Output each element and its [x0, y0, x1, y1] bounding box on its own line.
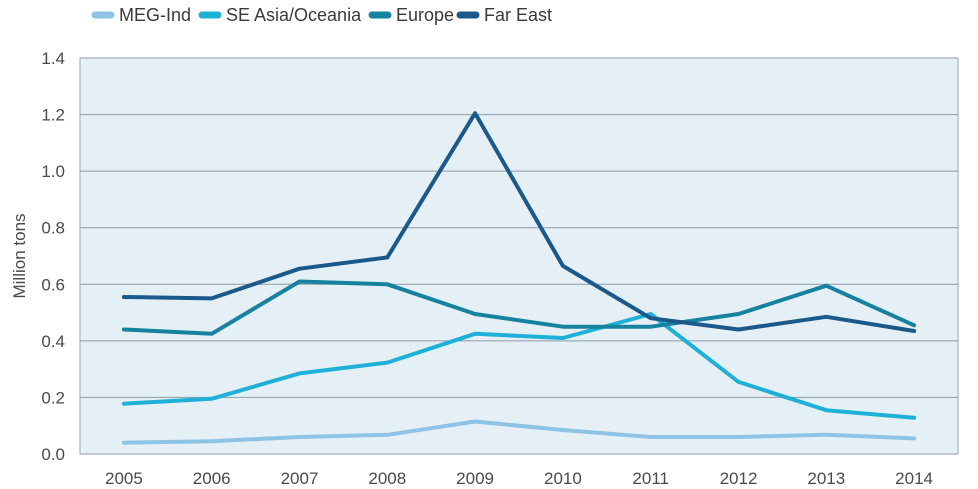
y-tick-label: 0.4: [41, 332, 65, 351]
series-lines: [121, 111, 917, 445]
x-tick-label: 2007: [281, 469, 319, 488]
y-tick-label: 0.8: [41, 219, 65, 238]
y-tick-label: 1.0: [41, 162, 65, 181]
series-line-far-east: [121, 111, 917, 333]
legend-label: Europe: [396, 5, 454, 25]
legend-label: Far East: [484, 5, 552, 25]
legend: MEG-Ind SE Asia/Oceania Europe Far East: [91, 5, 552, 25]
y-tick-label: 0.0: [41, 445, 65, 464]
y-axis-label: Million tons: [10, 213, 29, 298]
x-tick-label: 2009: [456, 469, 494, 488]
plot-area: [79, 57, 959, 455]
x-tick-label: 2005: [105, 469, 143, 488]
y-tick-label: 1.4: [41, 49, 65, 68]
series-line-se-asia-oceania: [121, 312, 917, 420]
x-axis-ticks: 2005 2006 2007 2008 2009 2010 2011 2012 2013 2014: [105, 469, 933, 488]
x-tick-label: 2006: [193, 469, 231, 488]
y-tick-label: 1.2: [41, 106, 65, 125]
x-tick-label: 2010: [544, 469, 582, 488]
legend-label: SE Asia/Oceania: [226, 5, 362, 25]
x-tick-label: 2012: [720, 469, 758, 488]
series-line-europe: [121, 279, 917, 336]
x-tick-label: 2013: [807, 469, 845, 488]
gridlines: [80, 57, 958, 455]
x-tick-label: 2011: [632, 469, 669, 488]
x-tick-label: 2014: [895, 469, 933, 488]
y-tick-label: 0.6: [41, 275, 65, 294]
y-tick-label: 0.2: [41, 388, 65, 407]
legend-label: MEG-Ind: [119, 5, 191, 25]
x-tick-label: 2008: [368, 469, 406, 488]
series-line-meg-ind: [121, 419, 917, 445]
y-axis-ticks: 0.0 0.2 0.4 0.6 0.8 1.0 1.2 1.4: [41, 49, 65, 464]
